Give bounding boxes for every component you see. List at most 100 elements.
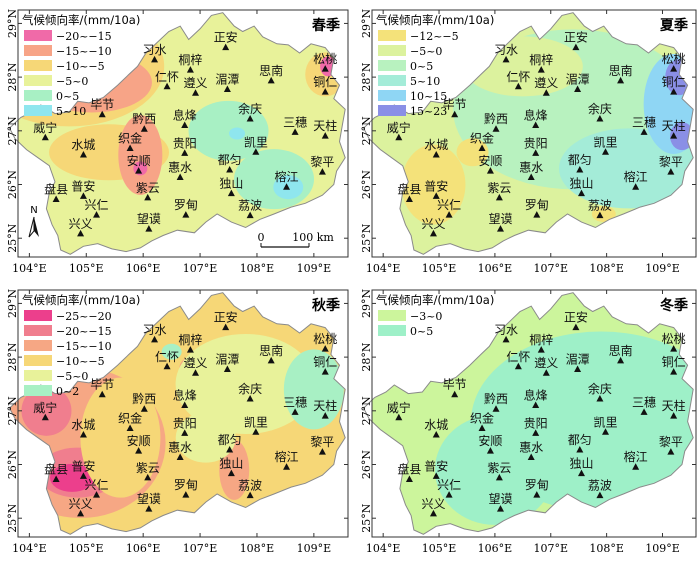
station-label: 三穗	[632, 395, 656, 409]
x-tick-label: 109°E	[297, 262, 332, 275]
station-label: 安顺	[127, 153, 151, 168]
province-boundary	[362, 12, 694, 255]
y-tick-label: 25°N	[360, 503, 373, 532]
y-tick-label: 28°N	[360, 342, 373, 371]
station-label: 惠水	[519, 161, 543, 175]
station-label: 凯里	[593, 415, 617, 429]
station-label: 桐梓	[529, 52, 553, 67]
station-label: 毕节	[90, 378, 114, 392]
station-label: 贵阳	[173, 416, 197, 430]
station-label: 黔西	[484, 391, 508, 406]
station-label: 湄潭	[215, 72, 239, 86]
station-marker	[163, 82, 171, 90]
scale-bar: 0 100 km	[258, 231, 334, 248]
station-marker	[246, 115, 254, 122]
station-label: 习水	[143, 323, 167, 337]
station-label: 黎平	[659, 435, 683, 449]
legend-swatch	[24, 340, 52, 351]
zone-dec-12-5	[456, 138, 489, 167]
station-marker	[77, 509, 85, 517]
north-arrow-icon: N	[28, 205, 39, 238]
station-marker	[135, 167, 143, 174]
station-marker	[93, 211, 101, 218]
x-tick-label: 104°E	[12, 542, 47, 555]
station-label: 荔波	[588, 199, 612, 213]
station-marker	[632, 463, 640, 470]
station-marker	[182, 491, 190, 498]
station-label: 贵阳	[524, 136, 548, 150]
x-tick-label: 105°E	[69, 262, 104, 275]
station-marker	[502, 55, 510, 63]
x-tick-label: 105°E	[69, 542, 104, 555]
station-label: 兴义	[421, 497, 445, 511]
station-label: 普安	[424, 458, 448, 473]
station-label: 湄潭	[566, 352, 590, 366]
station-label: 正安	[214, 30, 238, 45]
station-label: 独山	[219, 457, 243, 471]
station-label: 水城	[71, 418, 95, 432]
station-marker	[542, 89, 550, 96]
station-label: 威宁	[33, 400, 57, 415]
x-tick-label: 107°E	[533, 262, 568, 275]
legend-swatch	[378, 75, 406, 86]
legend-swatch	[24, 355, 52, 366]
legend-label: −3~0	[410, 310, 442, 323]
station-label: 罗甸	[174, 198, 198, 212]
station-label: 遵义	[534, 75, 558, 90]
legend-swatch	[24, 105, 52, 116]
station-marker	[283, 183, 291, 190]
axis-ticks: 104°E 105°E 106°E 107°E 108°E 109°E 29°N 28°N 27…	[360, 8, 696, 275]
station-label: 织金	[470, 411, 494, 426]
scale-end-label: 100 km	[292, 231, 334, 244]
station-marker	[222, 323, 230, 331]
station-label: 仁怀	[506, 70, 530, 84]
y-tick-label: 29°N	[360, 8, 373, 37]
x-tick-label: 109°E	[645, 262, 680, 275]
station-marker	[222, 43, 230, 51]
station-marker	[537, 66, 545, 73]
x-tick-label: 106°E	[478, 542, 513, 555]
legend-swatch	[24, 310, 52, 321]
station-marker	[617, 356, 625, 364]
station-marker	[667, 168, 675, 175]
station-marker	[670, 132, 678, 139]
station-label: 榕江	[624, 169, 648, 184]
x-tick-label: 104°E	[366, 542, 401, 555]
zone-dec-12-5	[401, 144, 466, 225]
season-label: 春季	[311, 17, 340, 34]
zone-inc-0-5	[434, 414, 555, 525]
station-marker	[226, 446, 234, 453]
station-label: 桐梓	[178, 52, 202, 67]
station-label: 毕节	[90, 98, 114, 112]
legend: 气候倾向率/(mm/10a) −3~0 0~5	[376, 293, 494, 338]
station-label: 湄潭	[215, 352, 239, 366]
station-marker	[192, 369, 200, 376]
station-label: 罗甸	[525, 198, 549, 212]
station-marker	[291, 408, 299, 415]
province-boundary	[8, 292, 346, 535]
x-tick-label: 107°E	[533, 542, 568, 555]
station-marker	[79, 192, 87, 199]
legend-label: 5~10	[410, 75, 440, 88]
station-marker	[572, 323, 580, 331]
station-marker	[246, 395, 254, 402]
season-label: 秋季	[312, 297, 340, 314]
legend-swatch	[378, 310, 406, 321]
station-label: 习水	[143, 43, 167, 57]
station-label: 独山	[569, 457, 593, 471]
legend-label: 0~5	[56, 90, 79, 103]
station-marker	[181, 401, 189, 408]
legend-label: 5~10	[56, 105, 86, 118]
station-label: 仁怀	[506, 350, 530, 364]
y-tick-label: 25°N	[6, 223, 19, 252]
y-tick-label: 25°N	[360, 223, 373, 252]
x-tick-label: 106°E	[478, 262, 513, 275]
station-marker	[41, 133, 49, 141]
legend-label: −15~−10	[56, 340, 112, 353]
station-label: 兴仁	[85, 198, 109, 212]
station-marker	[181, 121, 189, 128]
station-label: 毕节	[443, 98, 467, 112]
station-marker	[223, 85, 231, 92]
station-marker	[283, 463, 291, 470]
station-label: 毕节	[443, 378, 467, 392]
